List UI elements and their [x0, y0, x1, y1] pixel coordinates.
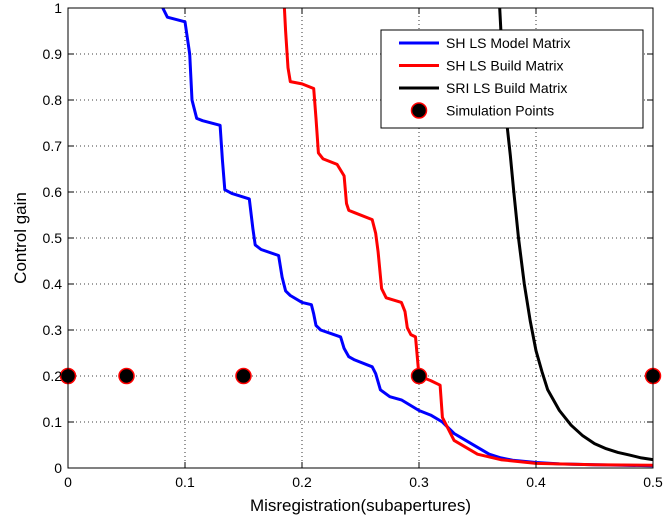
simulation-point	[410, 367, 428, 385]
y-tick-label: 0	[54, 460, 62, 476]
simulation-point	[118, 367, 135, 385]
y-tick-label: 1	[54, 0, 62, 16]
y-tick-label: 0.5	[43, 230, 63, 246]
x-tick-label: 0.4	[526, 474, 546, 490]
x-tick-label: 0.3	[409, 474, 429, 490]
y-tick-label: 0.8	[43, 92, 63, 108]
series-line-sh-ls-model-matrix	[161, 8, 653, 468]
x-tick-label: 0.1	[175, 474, 195, 490]
x-axis-label: Misregistration(subapertures)	[250, 496, 471, 515]
x-tick-label: 0.5	[643, 474, 663, 490]
x-tick-label: 0	[64, 474, 72, 490]
legend-label: SH LS Build Matrix	[446, 58, 563, 74]
legend-label: Simulation Points	[446, 103, 554, 119]
y-tick-label: 0.2	[43, 368, 63, 384]
y-tick-label: 0.4	[43, 276, 63, 292]
y-axis-label: Control gain	[11, 192, 30, 284]
y-tick-label: 0.1	[43, 414, 63, 430]
simulation-point	[235, 367, 252, 385]
y-tick-label: 0.3	[43, 322, 63, 338]
series-line-sri-ls-build-matrix	[498, 8, 653, 462]
y-tick-label: 0.7	[43, 138, 63, 154]
y-tick-label: 0.9	[43, 46, 63, 62]
x-tick-label: 0.2	[292, 474, 312, 490]
ticks: 0 0.1 0.2 0.3 0.4 0.5 0 0.1 0.2 0.3 0.4 0.5 0.6 0.7 0.…	[43, 0, 663, 490]
legend-swatch-simulation-points	[410, 102, 428, 119]
legend: SH LS Model Matrix SH LS Build Matrix SRI …	[380, 29, 644, 129]
y-tick-label: 0.6	[43, 184, 63, 200]
legend-label: SRI LS Build Matrix	[446, 80, 567, 96]
series-layer	[161, 8, 653, 468]
legend-label: SH LS Model Matrix	[446, 35, 570, 51]
marker-layer	[59, 367, 662, 385]
series-line-sh-ls-build-matrix	[282, 8, 653, 467]
